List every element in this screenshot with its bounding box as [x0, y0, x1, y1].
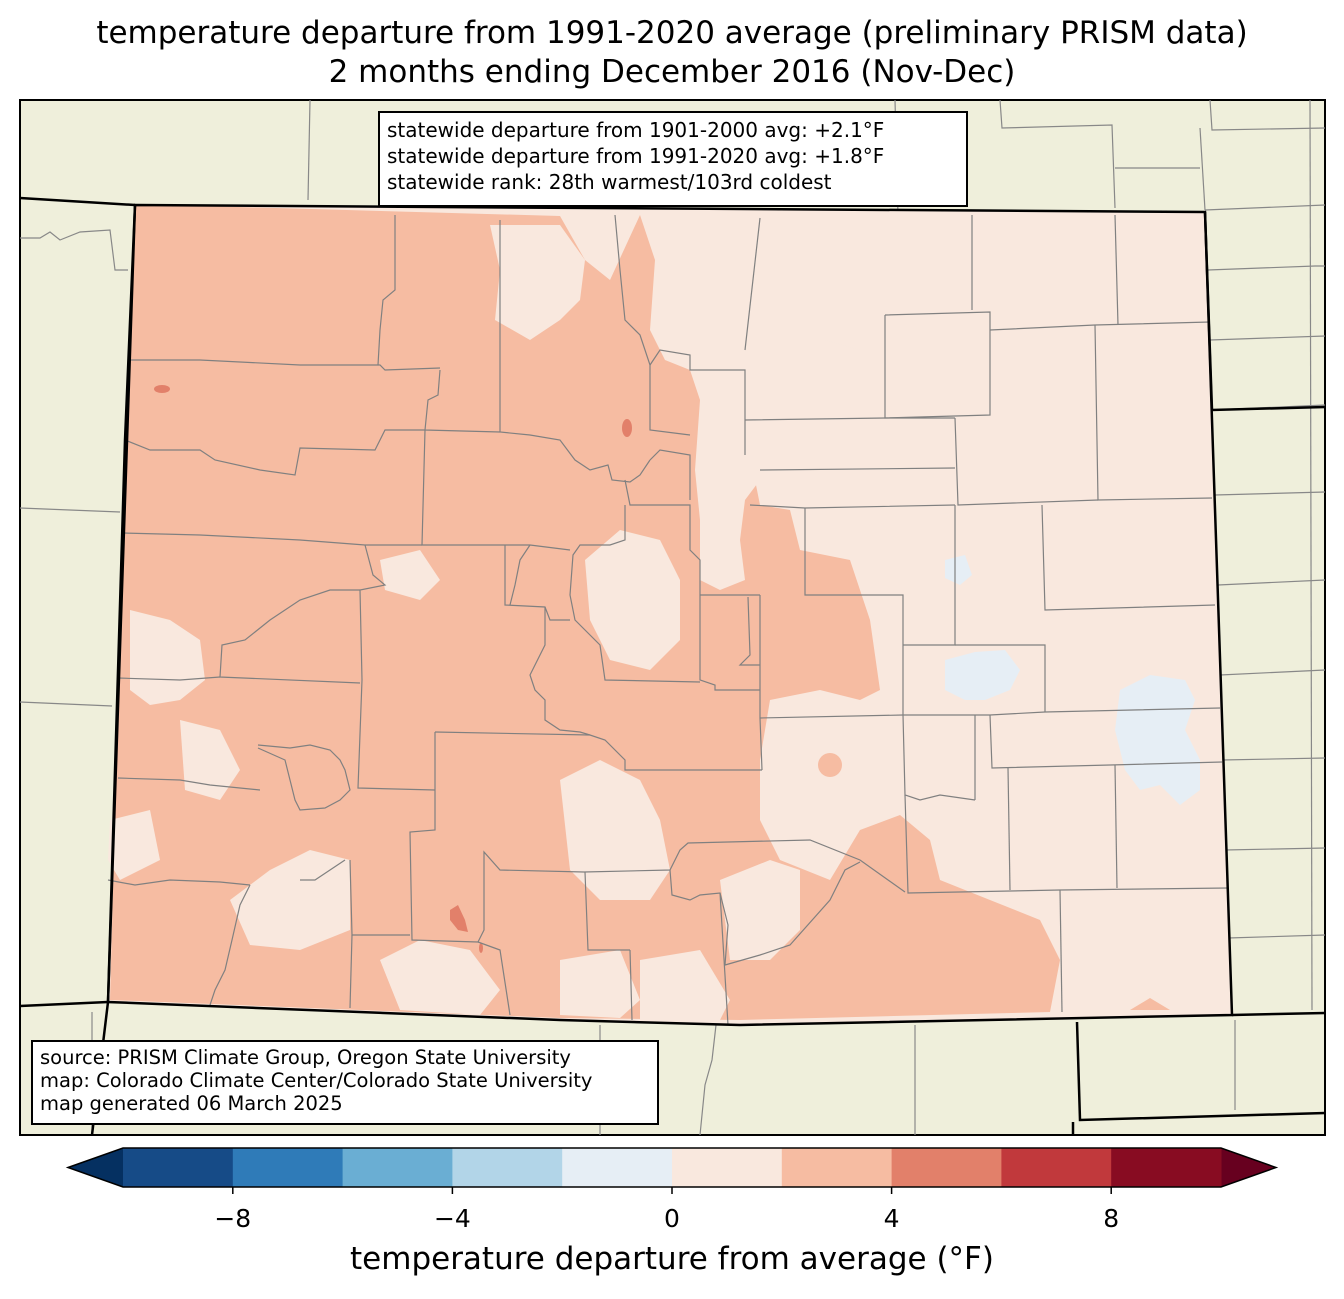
departure-4-6-regions — [154, 385, 632, 953]
source-line-1: source: PRISM Climate Group, Oregon Stat… — [40, 1046, 571, 1069]
colorbar-swatch — [672, 1148, 783, 1187]
colorbar-tick-label: 8 — [1103, 1204, 1120, 1233]
colorbar-tick-label: 4 — [883, 1204, 900, 1233]
source-line-2: map: Colorado Climate Center/Colorado St… — [40, 1069, 593, 1092]
colorado-county-lines — [107, 214, 1229, 1026]
neighbor-county-lines — [19, 99, 1326, 1136]
map-title: temperature departure from 1991-2020 ave… — [96, 15, 1248, 51]
colorbar-label: temperature departure from average (°F) — [350, 1241, 994, 1277]
statewide-stats-box: statewide departure from 1901-2000 avg: … — [378, 111, 968, 207]
colorbar-swatch — [232, 1148, 344, 1187]
colorbar-swatch — [123, 1148, 234, 1187]
source-credits-box: source: PRISM Climate Group, Oregon Stat… — [31, 1040, 659, 1125]
stats-line-2: statewide departure from 1991-2020 avg: … — [387, 144, 885, 168]
colorbar-swatch — [891, 1148, 1002, 1187]
colorbar-outline — [65, 1147, 1279, 1188]
colorbar-swatch — [452, 1148, 563, 1187]
colorbar-tick-label: 0 — [664, 1204, 680, 1233]
colorbar-swatch — [342, 1148, 453, 1187]
colorbar-tick-label: −8 — [214, 1204, 252, 1233]
stats-line-3: statewide rank: 28th warmest/103rd colde… — [387, 170, 832, 194]
colorbar-swatch — [1001, 1148, 1112, 1187]
stats-line-1: statewide departure from 1901-2000 avg: … — [387, 118, 885, 142]
map-subtitle: 2 months ending December 2016 (Nov-Dec) — [328, 54, 1016, 90]
colorbar-swatch — [781, 1148, 893, 1187]
colorbar-tick-label: −4 — [433, 1204, 471, 1233]
colorbar-swatch — [562, 1148, 673, 1187]
colorbar-under-arrow — [68, 1148, 123, 1187]
departure-neg2-0-regions — [945, 555, 1200, 805]
colorbar — [65, 1147, 1279, 1194]
colorbar-swatch — [1111, 1148, 1222, 1187]
departure-2-4-regions — [110, 205, 1060, 1020]
source-line-3: map generated 06 March 2025 — [40, 1092, 343, 1115]
colorbar-over-arrow — [1221, 1148, 1276, 1187]
departure-0-2-pockets — [108, 225, 880, 1020]
east-warm-pockets — [818, 640, 1170, 1010]
